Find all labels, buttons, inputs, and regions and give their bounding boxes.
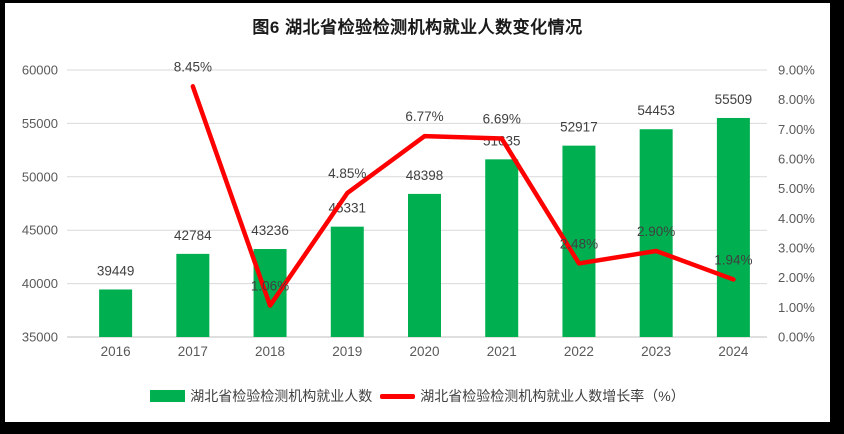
right-axis-tick-label: 4.00% [778,211,815,226]
right-axis-tick-label: 6.00% [778,152,815,167]
bar-2017 [176,253,210,337]
bar-2024 [716,117,750,337]
bar-2022 [562,145,596,337]
x-axis-tick-label: 2024 [718,344,749,359]
right-axis-tick-label: 1.00% [778,300,815,315]
bar-2021 [485,159,519,337]
x-axis-tick-label: 2023 [641,344,671,359]
legend-line-swatch [380,393,416,399]
bar-value-label: 54453 [637,103,675,118]
x-axis-tick-label: 2021 [487,344,517,359]
chart-canvas: 图6 湖北省检验检测机构就业人数变化情况 35000 40000 45000 5000… [5,3,830,422]
right-axis-tick-label: 3.00% [778,241,815,256]
x-axis-tick-label: 2017 [178,344,208,359]
bar-value-label: 43236 [251,223,289,238]
left-axis-tick-label: 35000 [22,330,58,345]
combo-bar-line-chart: 35000 40000 45000 50000 55000 60000 0.00% 1.00%… [22,59,815,359]
legend-item-bar: 湖北省检验检测机构就业人数 [150,386,372,406]
x-axis-tick-label: 2018 [255,344,285,359]
line-value-label: 4.85% [328,166,366,181]
line-value-label: 6.77% [405,109,443,124]
left-axis-tick-label: 45000 [22,223,58,238]
right-axis-tick-label: 0.00% [778,330,815,345]
bar-value-label: 55509 [715,92,753,107]
left-axis-tick-label: 40000 [22,276,58,291]
bar-2016 [99,289,133,337]
legend-bar-swatch [150,390,186,402]
bar-value-label: 39449 [97,263,135,278]
left-axis-tick-label: 60000 [22,63,58,78]
bar-value-label: 42784 [174,228,212,243]
growth-rate-line [190,84,736,308]
line-value-label: 8.45% [174,59,212,74]
bar-2019 [330,226,364,337]
line-value-label: 1.06% [251,279,289,294]
line-value-label: 2.90% [637,224,675,239]
x-axis-tick-label: 2016 [101,344,131,359]
right-axis-tick-label: 2.00% [778,270,815,285]
right-axis-tick-label: 5.00% [778,181,815,196]
bar-2020 [408,193,441,337]
right-axis-tick-label: 8.00% [778,92,815,107]
legend-line-label: 湖北省检验检测机构就业人数增长率（%） [420,388,685,404]
bar-2023 [639,129,673,337]
left-axis-tick-label: 50000 [22,169,58,184]
legend-item-line: 湖北省检验检测机构就业人数增长率（%） [372,386,685,406]
x-axis-tick-label: 2022 [564,344,594,359]
chart-title: 图6 湖北省检验检测机构就业人数变化情况 [252,18,583,37]
line-value-label: 6.69% [483,112,521,127]
line-value-label: 2.48% [560,236,598,251]
left-axis-tick-label: 55000 [22,116,58,131]
bar-value-label: 48398 [406,168,444,183]
line-value-label: 1.94% [714,252,752,267]
bar-value-label: 52917 [560,120,598,135]
legend-bar-label: 湖北省检验检测机构就业人数 [190,388,373,404]
x-axis-tick-label: 2020 [409,344,439,359]
right-axis-tick-label: 7.00% [778,122,815,137]
x-axis-tick-label: 2019 [332,344,362,359]
chart-legend: 湖北省检验检测机构就业人数 湖北省检验检测机构就业人数增长率（%） [5,386,830,406]
right-axis-tick-label: 9.00% [778,63,815,78]
